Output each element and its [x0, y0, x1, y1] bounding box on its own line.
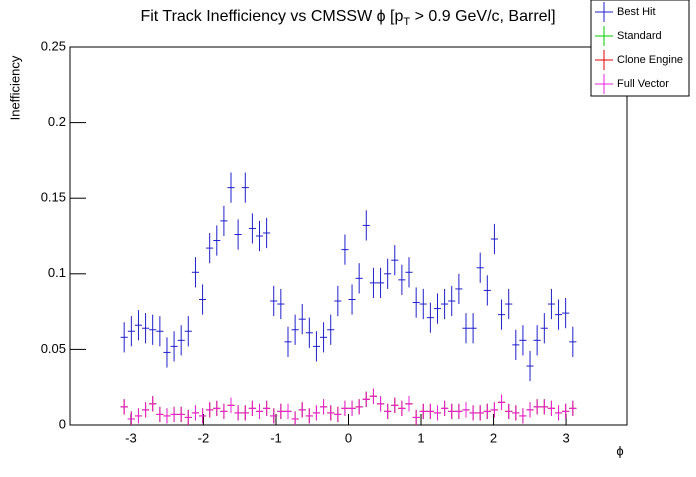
x-tick-label: -1: [270, 430, 282, 445]
x-tick-label: 0: [345, 430, 352, 445]
y-tick-label: 0.25: [41, 38, 66, 53]
x-tick-label: -2: [198, 430, 210, 445]
y-tick-label: 0: [59, 416, 66, 431]
x-tick-label: 1: [417, 430, 424, 445]
title-part: > 0.9 GeV/c, Barrel]: [410, 8, 555, 25]
legend-label: Best Hit: [617, 6, 656, 18]
legend-label: Clone Engine: [617, 54, 683, 66]
legend-label: Standard: [617, 30, 662, 42]
y-tick-label: 0.05: [41, 341, 66, 356]
y-tick-label: 0.15: [41, 190, 66, 205]
y-axis-label: Inefficiency: [7, 55, 22, 120]
x-axis-label: ϕ: [616, 443, 623, 458]
y-tick-label: 0.2: [48, 114, 66, 129]
x-tick-label: -3: [125, 430, 137, 445]
title-subscript: T: [403, 16, 410, 28]
y-tick-label: 0.1: [48, 265, 66, 280]
title-part: Fit Track Inefficiency vs CMSSW ϕ [p: [140, 8, 403, 25]
legend-box: [590, 0, 690, 97]
x-tick-label: 2: [490, 430, 497, 445]
chart-title: Fit Track Inefficiency vs CMSSW ϕ [pT > …: [140, 8, 555, 28]
legend-label: Full Vector: [617, 78, 669, 90]
x-tick-label: 3: [562, 430, 569, 445]
